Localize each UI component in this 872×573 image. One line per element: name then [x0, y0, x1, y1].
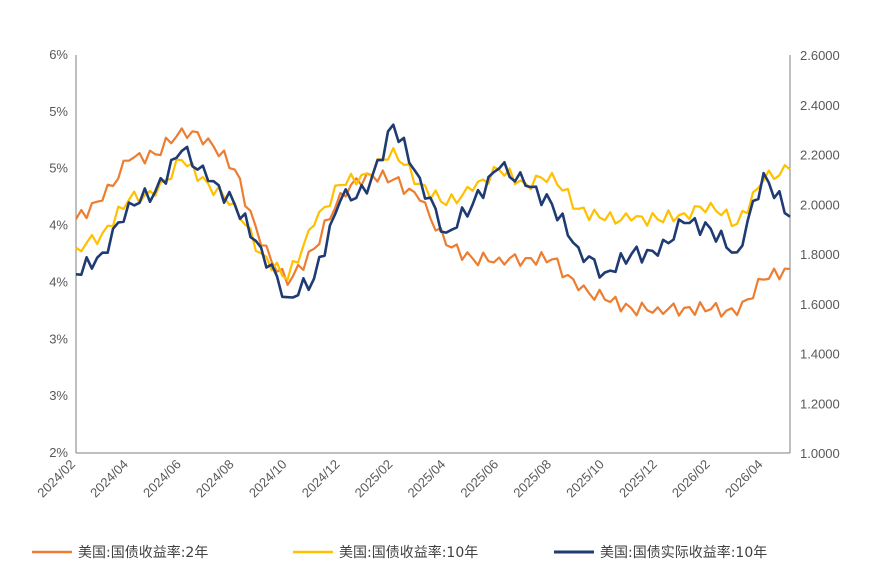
left-tick-label: 2%	[49, 445, 68, 460]
x-tick-label: 2025/10	[563, 457, 607, 501]
x-tick-label: 2025/08	[510, 457, 554, 501]
x-tick-label: 2025/12	[616, 457, 660, 501]
right-tick-label: 2.2000	[800, 148, 840, 163]
x-tick-label: 2025/04	[405, 457, 449, 501]
x-tick-label: 2024/10	[246, 457, 290, 501]
left-y-axis: 6% 5% 5% 4% 4% 3% 3% 2%	[49, 47, 77, 460]
x-tick-label: 2024/08	[193, 457, 237, 501]
left-tick-label: 6%	[49, 47, 68, 62]
right-tick-label: 1.8000	[800, 247, 840, 262]
legend-label: 美国:国债收益率:10年	[339, 544, 478, 561]
x-tick-label: 2025/06	[457, 457, 501, 501]
left-tick-label: 5%	[49, 161, 68, 176]
right-tick-label: 1.2000	[800, 396, 840, 411]
left-tick-label: 3%	[49, 388, 68, 403]
x-tick-label: 2026/04	[722, 457, 766, 501]
left-tick-label: 3%	[49, 331, 68, 346]
legend-label: 美国:国债收益率:2年	[78, 544, 208, 561]
legend-label: 美国:国债实际收益率:10年	[600, 544, 767, 561]
right-tick-label: 1.0000	[800, 446, 840, 461]
series-line	[75, 147, 791, 281]
x-axis: 2024/02 2024/04 2024/06 2024/08 2024/10 2024/…	[34, 452, 790, 501]
right-y-axis: 2.6000 2.4000 2.2000 2.0000 1.8000 1.6000 1.40…	[789, 48, 840, 461]
right-tick-label: 2.6000	[800, 48, 840, 63]
legend: 美国:国债收益率:2年 美国:国债收益率:10年 美国:国债实际收益率:10年	[32, 544, 767, 561]
right-tick-label: 1.6000	[800, 297, 840, 312]
x-tick-label: 2024/04	[87, 457, 131, 501]
left-tick-label: 4%	[49, 218, 68, 233]
series-layer	[75, 123, 791, 318]
right-tick-label: 2.0000	[800, 197, 840, 212]
x-tick-label: 2024/12	[299, 457, 343, 501]
left-tick-label: 5%	[49, 104, 68, 119]
series-line	[75, 127, 791, 318]
left-tick-label: 4%	[49, 274, 68, 289]
x-tick-label: 2024/02	[34, 457, 78, 501]
series-line	[75, 123, 791, 299]
x-tick-label: 2025/02	[352, 457, 396, 501]
x-tick-label: 2026/02	[669, 457, 713, 501]
right-tick-label: 1.4000	[800, 347, 840, 362]
x-tick-label: 2024/06	[140, 457, 184, 501]
right-tick-label: 2.4000	[800, 98, 840, 113]
